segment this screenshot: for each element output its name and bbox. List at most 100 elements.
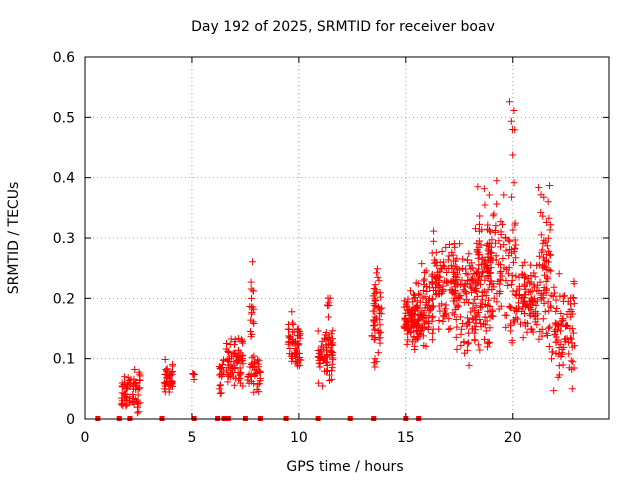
data-point (375, 303, 383, 311)
data-point (512, 254, 520, 262)
data-point (464, 340, 472, 348)
data-point (543, 242, 551, 250)
data-point (440, 277, 448, 285)
data-point (169, 360, 177, 368)
data-point (435, 273, 443, 281)
data-point (323, 358, 331, 366)
data-point (250, 388, 258, 396)
data-point (431, 275, 439, 283)
data-point (504, 282, 512, 290)
data-point (328, 375, 336, 383)
data-point (532, 308, 540, 316)
data-point (376, 321, 384, 329)
data-point (484, 265, 492, 273)
data-point (507, 322, 515, 330)
data-point (467, 275, 475, 283)
data-point (238, 352, 246, 360)
data-point (453, 273, 461, 281)
data-point (512, 292, 520, 300)
data-point (492, 222, 500, 230)
data-point (167, 381, 175, 389)
data-point (163, 365, 171, 373)
data-point (248, 310, 256, 318)
chart-title: Day 192 of 2025, SRMTID for receiver boa… (191, 19, 495, 35)
data-point (442, 269, 450, 277)
data-point (232, 375, 240, 383)
data-point (540, 236, 548, 244)
data-point (412, 279, 420, 287)
data-point (512, 314, 520, 322)
data-point (530, 281, 538, 289)
data-point (516, 320, 524, 328)
data-point (518, 262, 526, 270)
data-point (543, 265, 551, 273)
data-point (426, 284, 434, 292)
data-point (439, 312, 447, 320)
data-point (569, 358, 577, 366)
data-point (568, 365, 576, 373)
data-point (507, 117, 515, 125)
data-point (373, 265, 381, 273)
data-point (220, 356, 228, 364)
data-point (321, 367, 329, 375)
data-point (231, 350, 239, 358)
data-point (451, 305, 459, 313)
data-point (539, 315, 547, 323)
data-point (523, 320, 531, 328)
data-point (442, 301, 450, 309)
data-point (557, 340, 565, 348)
data-point (507, 281, 515, 289)
data-point (416, 298, 424, 306)
data-point (428, 336, 436, 344)
data-point (540, 283, 548, 291)
data-point (118, 389, 126, 397)
data-point (552, 333, 560, 341)
data-point (457, 292, 465, 300)
data-point (495, 237, 503, 245)
data-point (465, 361, 473, 369)
data-point (538, 332, 546, 340)
x-tick-label: 5 (187, 430, 196, 446)
data-point (168, 370, 176, 378)
data-point (429, 312, 437, 320)
data-point (445, 315, 453, 323)
data-point (492, 252, 500, 260)
data-point (471, 323, 479, 331)
data-point (565, 338, 573, 346)
data-point (549, 292, 557, 300)
data-point (465, 250, 473, 258)
data-point (442, 243, 450, 251)
data-point (539, 294, 547, 302)
x-tick-label: 20 (504, 430, 522, 446)
data-point (316, 363, 324, 371)
data-point (376, 339, 384, 347)
data-point (477, 299, 485, 307)
data-point (329, 327, 337, 335)
data-point (288, 339, 296, 347)
data-point (568, 325, 576, 333)
data-point (485, 191, 493, 199)
data-point (250, 320, 258, 328)
data-point (555, 362, 563, 370)
data-point (486, 339, 494, 347)
data-point (288, 308, 296, 316)
data-point (292, 345, 300, 353)
data-point (123, 401, 131, 409)
data-point (508, 271, 516, 279)
data-point (508, 339, 516, 347)
data-point (565, 350, 573, 358)
data-point (317, 349, 325, 357)
data-point (435, 317, 443, 325)
data-point (497, 261, 505, 269)
data-point (295, 341, 303, 349)
data-point (474, 341, 482, 349)
data-point (376, 309, 384, 317)
data-point (250, 352, 258, 360)
data-point (484, 273, 492, 281)
data-point (226, 355, 234, 363)
data-point (400, 303, 408, 311)
data-point (432, 287, 440, 295)
data-point (328, 364, 336, 372)
data-point (420, 277, 428, 285)
data-point (464, 329, 472, 337)
